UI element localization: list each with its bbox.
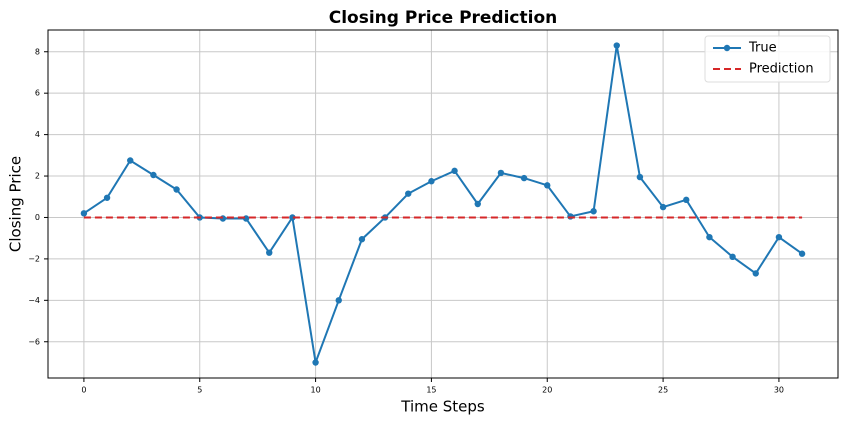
x-tick-label: 20 [542, 386, 552, 395]
point [659, 203, 667, 211]
legend-marker [723, 44, 731, 52]
legend-label: True [748, 41, 777, 56]
point [312, 359, 319, 366]
point [289, 214, 296, 221]
legend-label: Prediction [749, 62, 814, 77]
point [173, 186, 180, 193]
point [127, 157, 134, 164]
x-axis-label: Time Steps [400, 398, 485, 416]
point [683, 196, 690, 204]
point [405, 190, 412, 197]
point [775, 233, 783, 241]
point [219, 215, 227, 222]
y-tick-label: −4 [28, 296, 40, 305]
point [752, 270, 759, 277]
point [636, 173, 644, 181]
point [150, 171, 157, 179]
point [729, 253, 736, 261]
point [242, 215, 250, 222]
point [497, 169, 505, 177]
point [544, 182, 551, 189]
chart-title: Closing Price Prediction [329, 8, 558, 28]
x-tick-label: 5 [197, 386, 202, 395]
y-tick-label: −2 [28, 254, 40, 263]
point [451, 167, 458, 175]
point [428, 178, 435, 185]
point [798, 250, 806, 257]
point [567, 213, 574, 220]
point [613, 42, 620, 49]
y-tick-label: 2 [35, 172, 40, 181]
x-tick-label: 0 [81, 386, 86, 395]
x-tick-label: 25 [658, 386, 668, 395]
x-tick-label: 15 [426, 386, 436, 395]
point [474, 200, 481, 208]
y-tick-label: −6 [28, 337, 40, 346]
point [80, 210, 88, 217]
point [335, 297, 342, 304]
point [590, 208, 597, 215]
series-line [83, 45, 803, 367]
y-tick-label: 4 [35, 130, 40, 139]
point [520, 174, 528, 182]
y-tick-label: 0 [35, 213, 40, 222]
point [358, 236, 366, 243]
y-tick-label: 6 [35, 89, 40, 98]
x-tick-label: 10 [310, 386, 320, 395]
point [266, 249, 273, 256]
x-tick-label: 30 [774, 386, 784, 395]
y-tick-label: 8 [35, 47, 40, 56]
point [706, 233, 713, 241]
y-axis-label: Closing Price [7, 156, 25, 252]
point [103, 194, 111, 201]
plot-frame [47, 29, 839, 379]
